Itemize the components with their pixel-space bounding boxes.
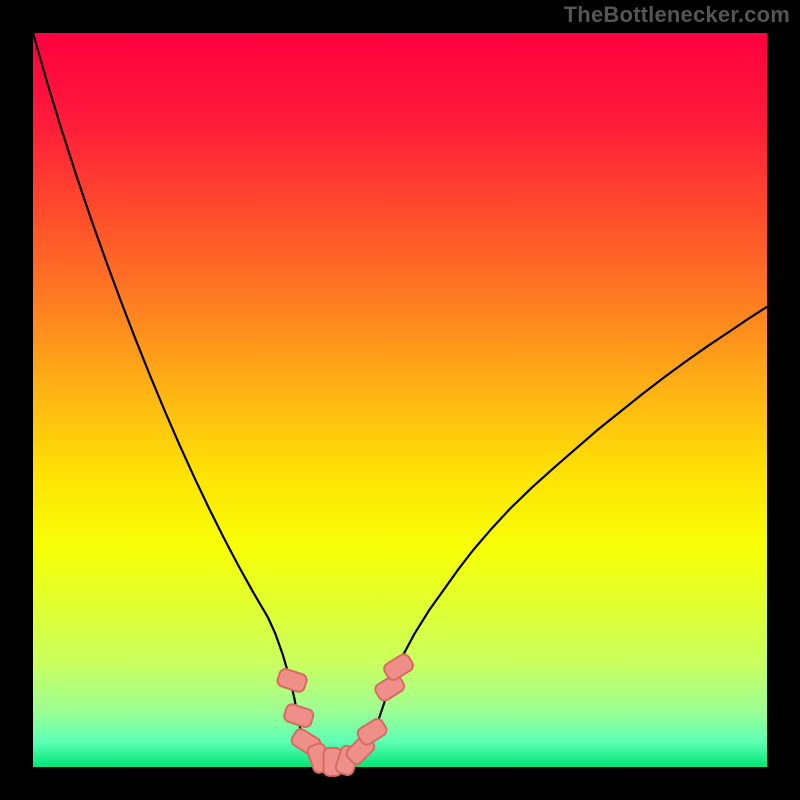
bottleneck-chart (0, 0, 800, 800)
watermark-text: TheBottlenecker.com (564, 2, 790, 28)
chart-root: TheBottlenecker.com (0, 0, 800, 800)
